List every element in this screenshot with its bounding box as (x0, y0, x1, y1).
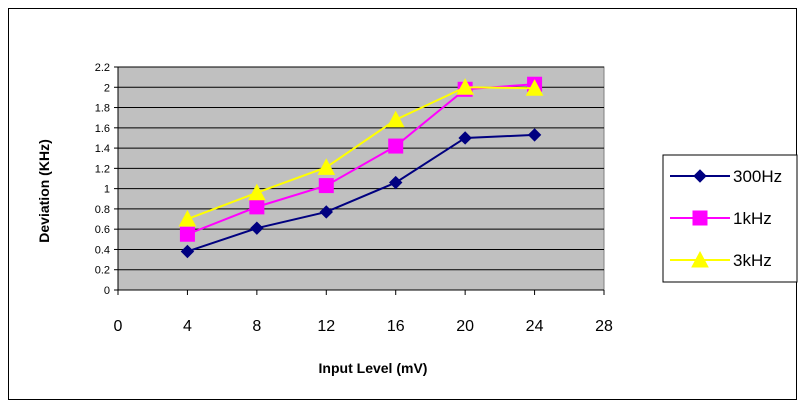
x-axis-title: Input Level (mV) (319, 360, 428, 376)
data-point (388, 138, 404, 154)
data-point (317, 158, 336, 175)
x-tick-label: 8 (252, 318, 261, 335)
y-tick-label: 0.2 (95, 265, 110, 277)
y-tick-label: 1.8 (95, 103, 110, 115)
data-point (527, 128, 542, 142)
legend: 300Hz 1kHz 3kHz (662, 154, 798, 283)
series-line (187, 86, 535, 220)
data-point (179, 226, 195, 242)
data-point (318, 178, 334, 194)
y-axis-title: Deviation (KHz) (36, 139, 52, 242)
legend-label: 3kHz (733, 251, 772, 270)
series-3khz (178, 78, 544, 227)
y-tick-label: 2 (104, 82, 110, 94)
grid-lines (118, 66, 604, 271)
data-point (249, 199, 265, 215)
x-tick-label: 20 (456, 318, 474, 335)
legend-item: 1kHz (670, 209, 772, 228)
y-tick-label: 1 (104, 184, 110, 196)
data-point (386, 110, 405, 128)
legend-marker (691, 250, 709, 268)
y-tick-label: 0.4 (95, 244, 110, 256)
data-point (250, 221, 264, 235)
legend-item: 3kHz (670, 250, 772, 270)
y-tick-label: 2.2 (95, 62, 110, 74)
data-point (389, 175, 403, 190)
y-tick-label: 0.6 (95, 224, 110, 236)
legend-item: 300Hz (670, 167, 782, 186)
plot-background (117, 66, 605, 291)
legend-items: 300Hz 1kHz 3kHz (670, 167, 782, 270)
data-point (180, 244, 195, 259)
data-point (319, 205, 333, 219)
legend-marker (692, 210, 708, 226)
y-tick-label: 0 (104, 285, 110, 297)
legend-marker (693, 169, 707, 183)
series-300hz (180, 128, 542, 259)
data-point (178, 209, 197, 227)
series-lines (178, 76, 544, 259)
y-tick-label: 1.4 (95, 143, 110, 155)
data-point (248, 183, 266, 201)
y-tick-label: 1.6 (95, 123, 110, 135)
x-tick-label: 24 (526, 318, 544, 335)
x-tick-labels: 0 4 8 12 16 20 24 28 (114, 318, 613, 335)
x-tick-label: 4 (183, 318, 192, 335)
x-tick-label: 12 (317, 318, 335, 335)
x-tick-label: 28 (595, 318, 613, 335)
y-tick-labels: 0 0.2 0.4 0.6 0.8 1 1.2 1.4 1.6 1.8 2 2.2 (95, 62, 110, 297)
series-line (187, 83, 535, 236)
data-point (458, 131, 472, 145)
axes (114, 66, 605, 295)
y-tick-label: 1.2 (95, 163, 110, 175)
data-point (525, 79, 544, 96)
data-point (456, 78, 474, 95)
legend-label: 1kHz (733, 209, 772, 228)
x-tick-label: 0 (114, 318, 123, 335)
x-tick-label: 16 (387, 318, 405, 335)
plot-area (117, 66, 605, 291)
y-tick-label: 0.8 (95, 204, 110, 216)
legend-label: 300Hz (733, 167, 782, 186)
series-line (187, 133, 535, 253)
